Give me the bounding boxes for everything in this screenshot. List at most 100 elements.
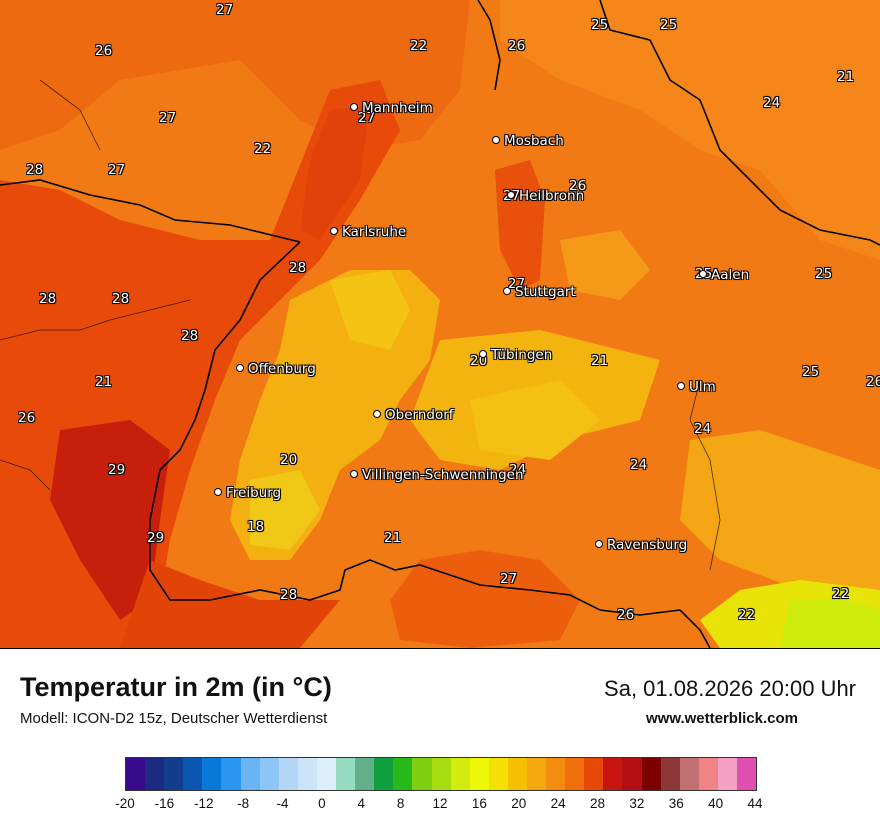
- temperature-value: 25: [802, 364, 820, 380]
- legend-tick-label: 40: [708, 796, 724, 811]
- temperature-value: 24: [630, 457, 648, 473]
- legend-swatch: [183, 758, 203, 790]
- legend-swatch: [584, 758, 604, 790]
- city-dot: [350, 103, 358, 111]
- city-dot: [677, 382, 685, 390]
- temperature-value: 26: [18, 410, 36, 426]
- legend-tick-label: -8: [237, 796, 250, 811]
- city-name: Mosbach: [504, 133, 564, 149]
- legend-swatch: [717, 758, 737, 790]
- legend-swatch: [393, 758, 413, 790]
- legend-tick-label: 24: [550, 796, 566, 811]
- temperature-value: 26: [617, 607, 635, 623]
- legend-swatch: [507, 758, 527, 790]
- legend-swatch: [488, 758, 508, 790]
- temperature-value: 25: [815, 266, 833, 282]
- legend-swatch: [297, 758, 317, 790]
- city-name: Heilbronn: [519, 188, 585, 204]
- legend-swatch: [336, 758, 356, 790]
- legend-swatch: [164, 758, 184, 790]
- temperature-value: 21: [95, 374, 113, 390]
- city-dot: [350, 470, 358, 478]
- website-link[interactable]: www.wetterblick.com: [646, 710, 798, 727]
- city-dot: [699, 270, 707, 278]
- city-label: Ulm: [677, 379, 716, 395]
- legend-swatch: [240, 758, 260, 790]
- temperature-value: 22: [738, 607, 756, 623]
- temperature-value: 25: [591, 17, 609, 33]
- legend-swatch: [546, 758, 566, 790]
- city-name: Tübingen: [491, 347, 553, 363]
- legend-tick-label: 36: [668, 796, 684, 811]
- color-legend: [125, 757, 757, 791]
- city-label: Oberndorf: [373, 407, 454, 423]
- city-dot: [595, 540, 603, 548]
- city-name: Freiburg: [226, 485, 282, 501]
- legend-swatch: [355, 758, 375, 790]
- city-label: Freiburg: [214, 485, 281, 501]
- legend-swatch: [316, 758, 337, 790]
- city-label: Aalen: [699, 267, 749, 283]
- city-name: Ravensburg: [607, 537, 688, 553]
- legend-tick-label: 12: [432, 796, 448, 811]
- temperature-value: 18: [247, 519, 265, 535]
- legend-ticks: -20 -16 -12 -8 -4 0 4 8 12 16 20 24 28 32 36 40 44: [115, 796, 762, 816]
- temperature-value: 29: [147, 530, 165, 546]
- legend-swatch: [450, 758, 470, 790]
- legend-swatch: [679, 758, 699, 790]
- legend-tick-label: 4: [357, 796, 366, 811]
- legend-tick-label: 44: [747, 796, 763, 811]
- temperature-value: 28: [26, 162, 44, 178]
- temperature-value: 28: [289, 260, 307, 276]
- legend-tick-label: -20: [115, 796, 135, 811]
- legend-swatch: [145, 758, 165, 790]
- city-dot: [492, 136, 500, 144]
- legend-swatch: [202, 758, 222, 790]
- legend-tick-label: -4: [276, 796, 289, 811]
- legend-swatch: [641, 758, 661, 790]
- city-name: Ulm: [689, 379, 716, 395]
- legend-swatch: [259, 758, 279, 790]
- legend-tick-label: -16: [154, 796, 175, 811]
- city-name: Mannheim: [362, 100, 433, 116]
- legend-tick-label: 20: [511, 796, 527, 811]
- temperature-value: 28: [112, 291, 130, 307]
- city-label: Heilbronn: [507, 188, 584, 204]
- legend-swatch: [603, 758, 623, 790]
- city-name: Stuttgart: [515, 284, 576, 300]
- city-name: Aalen: [711, 267, 750, 283]
- temperature-value: 24: [763, 95, 781, 111]
- legend-swatch: [565, 758, 585, 790]
- temperature-field: [0, 0, 880, 648]
- city-dot: [373, 410, 381, 418]
- legend-swatch: [278, 758, 298, 790]
- legend-swatch: [698, 758, 718, 790]
- temperature-value: 27: [358, 110, 376, 126]
- city-label: Mannheim: [350, 100, 433, 116]
- city-label: Tübingen: [479, 347, 552, 363]
- legend-tick-label: 32: [629, 796, 645, 811]
- temperature-value: 22: [832, 586, 850, 602]
- city-dot: [236, 364, 244, 372]
- temperature-value: 21: [591, 353, 609, 369]
- legend-swatch: [221, 758, 241, 790]
- temperature-value: 22: [254, 141, 272, 157]
- legend-swatch: [737, 758, 757, 790]
- legend-tick-label: 8: [396, 796, 405, 811]
- city-label: Stuttgart: [503, 284, 576, 300]
- temperature-value: 21: [837, 69, 855, 85]
- temperature-value: 27: [216, 2, 234, 18]
- temperature-value: 27: [500, 571, 518, 587]
- temperature-value: 27: [159, 110, 177, 126]
- state-borders: [0, 79, 721, 571]
- temperature-value: 21: [384, 530, 402, 546]
- temperature-value: 28: [280, 587, 298, 603]
- city-label: Villingen-Schwenningen: [350, 467, 524, 483]
- city-dot: [507, 191, 515, 199]
- temperature-value: 22: [410, 38, 428, 54]
- city-dot: [479, 350, 487, 358]
- model-info: Modell: ICON-D2 15z, Deutscher Wetterdie…: [20, 710, 328, 727]
- city-name: Offenburg: [248, 361, 316, 377]
- legend-swatch: [431, 758, 451, 790]
- temperature-value: 27: [108, 162, 126, 178]
